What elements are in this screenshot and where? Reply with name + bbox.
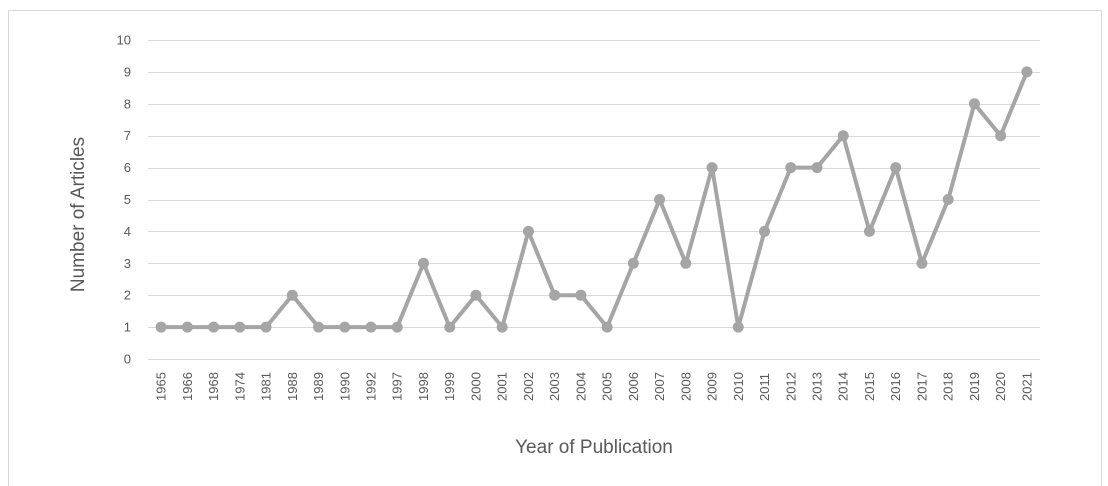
x-tick-label: 2013 xyxy=(810,372,825,401)
x-tick-label: 1981 xyxy=(259,372,274,401)
y-tick-label: 8 xyxy=(124,96,131,111)
y-tick-label: 0 xyxy=(124,352,131,367)
data-point xyxy=(365,321,377,333)
x-tick-label: 1989 xyxy=(311,372,326,401)
data-point xyxy=(391,321,403,333)
x-axis-title: Year of Publication xyxy=(515,437,673,458)
y-tick-label: 10 xyxy=(117,33,131,48)
data-point xyxy=(496,321,508,333)
x-tick-label: 1968 xyxy=(206,372,221,401)
x-tick-label: 1998 xyxy=(416,372,431,401)
y-tick-label: 9 xyxy=(124,64,131,79)
data-point xyxy=(470,289,482,301)
data-point xyxy=(706,162,718,174)
y-tick-label: 1 xyxy=(124,320,131,335)
data-point xyxy=(444,321,456,333)
data-point xyxy=(286,289,298,301)
y-tick-label: 6 xyxy=(124,160,131,175)
data-point xyxy=(522,225,534,237)
data-point xyxy=(313,321,325,333)
data-point xyxy=(863,225,875,237)
y-tick-label: 3 xyxy=(124,256,131,271)
y-tick-label: 4 xyxy=(124,224,131,239)
x-tick-label: 2011 xyxy=(757,373,772,401)
x-tick-label: 2005 xyxy=(600,372,615,401)
data-point xyxy=(417,257,429,269)
x-tick-label: 2019 xyxy=(967,372,982,401)
x-tick-label: 2012 xyxy=(783,372,798,401)
x-tick-label: 1999 xyxy=(442,372,457,401)
x-tick-label: 2004 xyxy=(573,372,588,401)
data-point xyxy=(155,321,167,333)
x-tick-label: 1988 xyxy=(285,372,300,401)
x-tick-label: 1974 xyxy=(232,372,247,401)
data-point xyxy=(811,162,823,174)
x-tick-label: 2008 xyxy=(678,372,693,401)
data-point xyxy=(627,257,639,269)
x-tick-label: 1992 xyxy=(364,372,379,401)
data-point xyxy=(890,162,902,174)
data-point xyxy=(837,130,849,142)
x-tick-label: 2009 xyxy=(705,372,720,401)
data-point xyxy=(601,321,613,333)
data-point xyxy=(339,321,351,333)
data-point xyxy=(654,194,666,205)
series-line-layer xyxy=(159,69,1029,330)
data-point xyxy=(942,194,954,205)
data-point xyxy=(732,321,744,333)
x-tick-label: 2002 xyxy=(521,372,536,401)
y-axis-title: Number of Articles xyxy=(68,137,89,292)
x-tick-label: 2000 xyxy=(468,372,483,401)
y-tick-label: 2 xyxy=(124,288,131,303)
x-tick-label: 2003 xyxy=(547,372,562,401)
x-tick-label: 2020 xyxy=(993,372,1008,401)
x-tick-label: 2006 xyxy=(626,372,641,401)
x-tick-label: 1997 xyxy=(390,372,405,401)
data-point xyxy=(995,130,1007,142)
y-tick-label: 5 xyxy=(124,192,131,207)
x-tick-label: 1965 xyxy=(154,372,169,401)
x-tick-label: 2014 xyxy=(836,372,851,401)
x-tick-label: 2018 xyxy=(941,372,956,401)
data-point xyxy=(968,98,980,110)
data-point xyxy=(1021,66,1033,78)
series-markers xyxy=(155,66,1033,333)
data-point xyxy=(916,257,928,269)
x-tick-label: 2007 xyxy=(652,372,667,401)
data-point xyxy=(181,321,193,333)
data-point xyxy=(785,162,797,174)
data-point xyxy=(260,321,272,333)
x-axis-tick-labels: 1965 1966 1968 1974 1981 1988 1989 1990 1992 1997… xyxy=(154,372,1035,401)
x-tick-label: 2015 xyxy=(862,372,877,401)
data-point xyxy=(549,289,561,301)
data-point xyxy=(575,289,587,301)
y-tick-label: 7 xyxy=(124,128,131,143)
data-point xyxy=(759,225,771,237)
x-tick-label: 1966 xyxy=(180,372,195,401)
data-point xyxy=(208,321,220,333)
x-tick-label: 2017 xyxy=(914,372,929,401)
x-tick-label: 2010 xyxy=(731,372,746,401)
x-tick-label: 2021 xyxy=(1019,372,1034,401)
x-tick-label: 2001 xyxy=(495,372,510,401)
data-point xyxy=(234,321,246,333)
series-line xyxy=(159,69,1029,330)
data-point xyxy=(680,257,692,269)
gridlines xyxy=(148,40,1040,360)
x-tick-label: 1990 xyxy=(337,372,352,401)
y-axis-tick-labels: 0 1 2 3 4 5 6 7 8 9 10 xyxy=(117,33,131,367)
x-tick-label: 2016 xyxy=(888,372,903,401)
